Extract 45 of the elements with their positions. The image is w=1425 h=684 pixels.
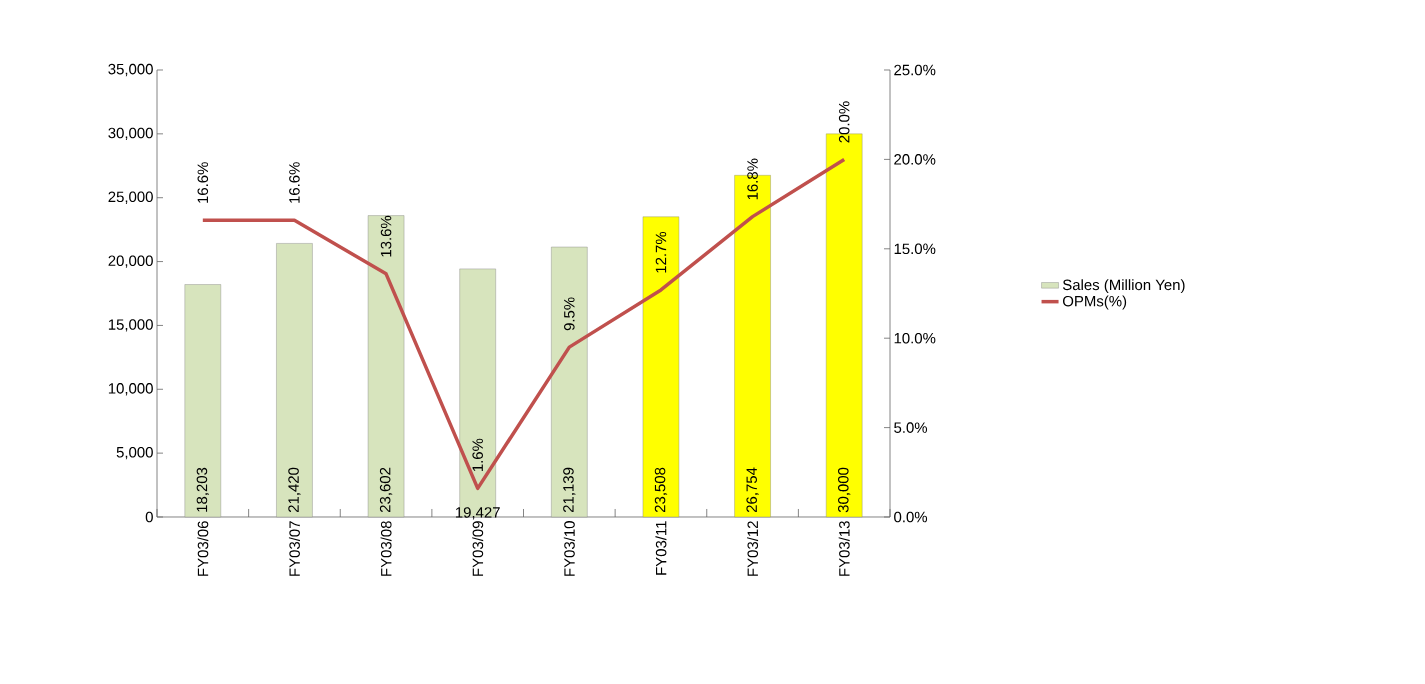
data-label: 20.0% bbox=[838, 101, 850, 143]
x-tick-label: FY03/12 bbox=[747, 521, 759, 576]
y-tick-label: 35,000 bbox=[108, 63, 153, 77]
y2-tick-label: 0.0% bbox=[894, 511, 928, 523]
legend-label: OPMs(%) bbox=[1063, 295, 1127, 310]
y-tick-label: 25,000 bbox=[108, 191, 153, 204]
y2-tick-label: 25.0% bbox=[894, 64, 936, 76]
bar bbox=[367, 215, 405, 518]
bar bbox=[551, 246, 588, 518]
x-tick-label: FY03/07 bbox=[288, 521, 300, 576]
data-label: 19,427 bbox=[455, 507, 500, 520]
bar bbox=[642, 216, 680, 518]
data-label: 30,000 bbox=[838, 467, 851, 513]
y-tick-label: 20,000 bbox=[108, 255, 153, 268]
data-label: 26,754 bbox=[746, 467, 759, 513]
data-label: 21,139 bbox=[563, 467, 576, 513]
data-label: 16.6% bbox=[197, 162, 209, 203]
y-tick-label: 10,000 bbox=[108, 383, 153, 396]
data-label: 21,420 bbox=[288, 467, 301, 513]
x-tick-label: FY03/06 bbox=[197, 521, 209, 576]
x-tick-label: FY03/08 bbox=[380, 521, 392, 576]
y2-tick-label: 5.0% bbox=[894, 422, 928, 433]
data-label: 1.6% bbox=[472, 438, 483, 472]
data-label: 16.8% bbox=[747, 158, 758, 200]
data-label: 16.6% bbox=[289, 162, 300, 203]
y2-tick-label: 15.0% bbox=[894, 243, 936, 255]
data-label: 13.6% bbox=[380, 215, 392, 257]
data-label: 23,508 bbox=[654, 467, 668, 513]
data-label: 18,203 bbox=[196, 467, 209, 512]
y-tick-label: 5,000 bbox=[116, 446, 153, 460]
x-tick-label: FY03/13 bbox=[838, 521, 850, 576]
bar bbox=[184, 284, 222, 518]
x-tick-label: FY03/11 bbox=[655, 521, 667, 575]
x-tick-label: FY03/09 bbox=[472, 521, 484, 576]
y-tick-label: 15,000 bbox=[108, 319, 153, 332]
data-label: 23,602 bbox=[379, 467, 393, 513]
data-label: 9.5% bbox=[564, 297, 575, 331]
bar bbox=[276, 243, 313, 518]
data-label: 12.7% bbox=[655, 231, 667, 273]
y-tick-label: 30,000 bbox=[108, 127, 153, 141]
x-tick-label: FY03/10 bbox=[563, 521, 575, 576]
y2-tick-label: 20.0% bbox=[894, 154, 936, 165]
legend-label: Sales (Million Yen) bbox=[1062, 279, 1185, 294]
y-tick-label: 0 bbox=[145, 511, 153, 523]
y2-tick-label: 10.0% bbox=[894, 332, 936, 344]
